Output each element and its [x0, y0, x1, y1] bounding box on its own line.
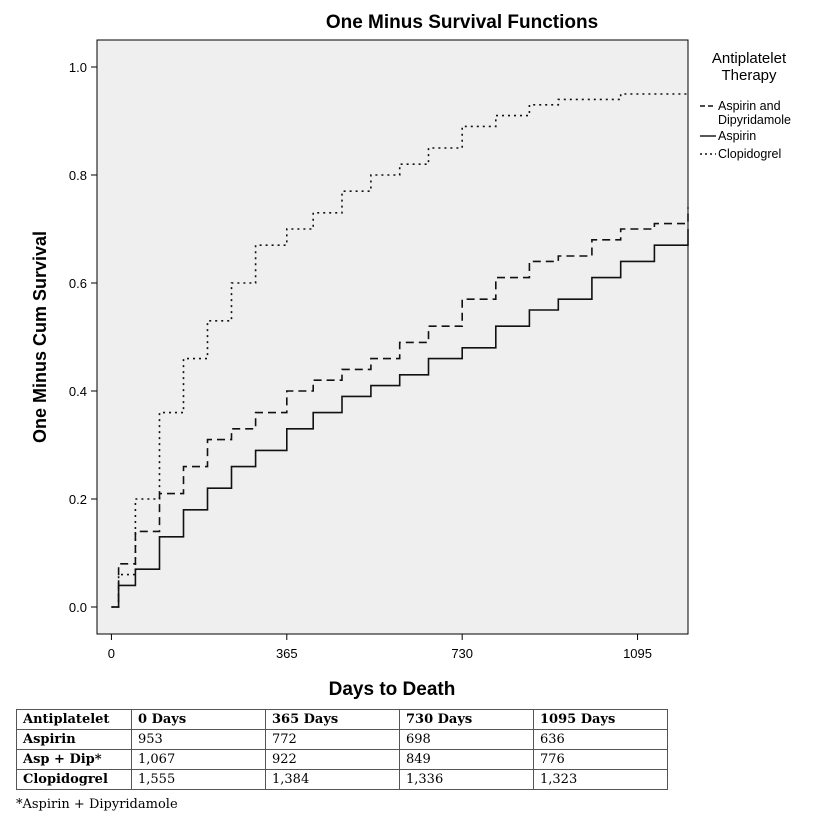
table-cell: 1,336 [399, 769, 534, 790]
legend-label: Clopidogrel [718, 147, 781, 161]
risk-table: Antiplatelet 0 Days 365 Days 730 Days 10… [16, 709, 668, 790]
table-cell: 636 [533, 729, 668, 750]
y-axis-label: One Minus Cum Survival [30, 231, 50, 443]
y-tick-label: 0.6 [69, 276, 87, 291]
chart-title: One Minus Survival Functions [326, 12, 598, 33]
risk-table-header: 730 Days [399, 709, 534, 730]
x-axis-label: Days to Death [329, 679, 456, 700]
y-tick-label: 1.0 [69, 60, 87, 75]
legend-title: Antiplatelet Therapy [712, 50, 787, 84]
risk-table-header: 0 Days [131, 709, 266, 730]
x-tick-label: 0 [108, 646, 115, 661]
table-cell: 1,384 [265, 769, 400, 790]
y-tick-label: 0.2 [69, 492, 87, 507]
axes: 0.0 0.2 0.4 0.6 0.8 1.0 0 365 730 1095 [69, 60, 652, 661]
table-cell: 698 [399, 729, 534, 750]
series-line [111, 207, 689, 608]
table-row: Aspirin 953 772 698 636 [16, 729, 668, 750]
table-cell: 1,555 [131, 769, 266, 790]
table-cell: 772 [265, 729, 400, 750]
plot-area [96, 39, 689, 635]
series-layer [111, 93, 689, 608]
x-tick-label: 1095 [623, 646, 652, 661]
table-cell: 1,067 [131, 749, 266, 770]
table-cell: 953 [131, 729, 266, 750]
x-tick-label: 730 [451, 646, 473, 661]
table-cell: 1,323 [533, 769, 668, 790]
footnote: *Aspirin + Dipyridamole [16, 797, 178, 812]
risk-table-header-row: Antiplatelet 0 Days 365 Days 730 Days 10… [16, 709, 668, 730]
table-cell: 849 [399, 749, 534, 770]
table-cell: Clopidogrel [16, 769, 132, 790]
risk-table-header: 365 Days [265, 709, 400, 730]
series-line [111, 229, 689, 608]
table-cell: Asp + Dip* [16, 749, 132, 770]
table-cell: 922 [265, 749, 400, 770]
legend-label: Aspirin and Dipyridamole [718, 99, 791, 127]
y-tick-label: 0.0 [69, 600, 87, 615]
legend-label: Aspirin [718, 129, 756, 143]
table-row: Asp + Dip* 1,067 922 849 776 [16, 749, 668, 770]
table-cell: Aspirin [16, 729, 132, 750]
y-tick-label: 0.4 [69, 384, 87, 399]
risk-table-header: Antiplatelet [16, 709, 132, 730]
x-tick-label: 365 [276, 646, 298, 661]
y-tick-label: 0.8 [69, 168, 87, 183]
survival-chart: One Minus Survival Functions 0.00.20.40.… [30, 12, 791, 700]
risk-table-header: 1095 Days [533, 709, 668, 730]
legend: Antiplatelet Therapy Aspirin and Dipyridamo… [700, 50, 791, 161]
table-cell: 776 [533, 749, 668, 770]
table-row: Clopidogrel 1,555 1,384 1,336 1,323 [16, 769, 668, 790]
